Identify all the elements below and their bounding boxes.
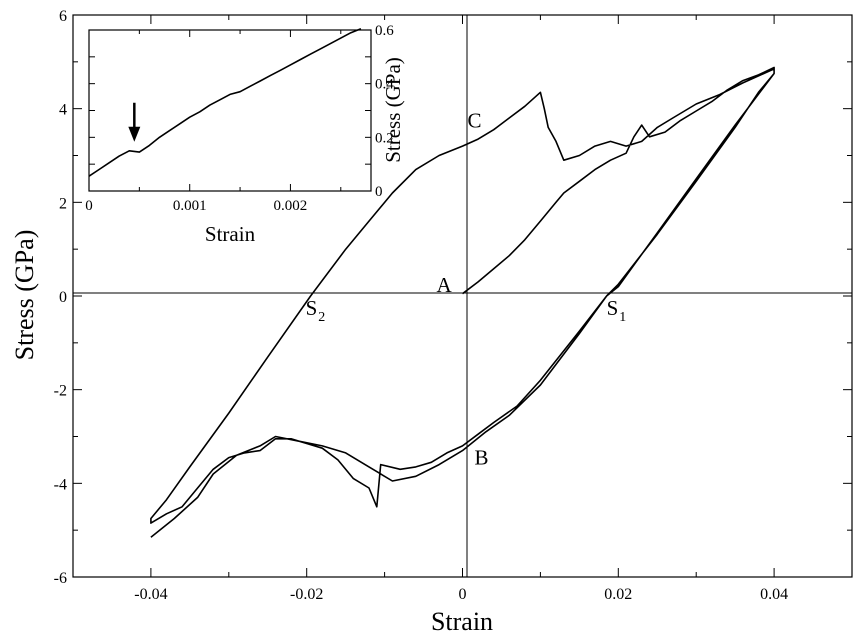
annotation-b: B: [475, 446, 489, 470]
annotation-text: A: [437, 273, 453, 297]
annotation-text: B: [475, 446, 489, 470]
down-arrow-icon: [128, 102, 141, 142]
inset-x-tick-label: 0.002: [274, 198, 308, 214]
inset-x-tick-label: 0.001: [173, 198, 207, 214]
inset-y-tick-label: 0.4: [375, 77, 394, 93]
inset-background: [88, 29, 372, 192]
annotation-text: S: [607, 296, 619, 320]
annotation-s1: S1: [607, 296, 627, 325]
annotation-s2: S2: [306, 296, 326, 325]
x-tick-label: -0.04: [134, 586, 167, 603]
hysteresis-curve: [150, 66, 775, 538]
annotation-text: C: [468, 108, 482, 132]
y-tick-label: 2: [59, 195, 67, 212]
annotation-subscript: 1: [619, 310, 626, 325]
x-tick-label: 0.04: [760, 586, 788, 603]
x-tick-label: 0: [459, 586, 467, 603]
inset-y-axis-title: Stress (GPa): [381, 57, 405, 163]
inset-x-tick-label: 0: [85, 198, 93, 214]
inset-y-tick-label: 0.6: [375, 23, 394, 39]
annotation-a: A: [437, 273, 453, 297]
inset-x-axis-title: Strain: [205, 222, 256, 246]
y-tick-label: 6: [59, 8, 67, 25]
y-tick-label: 4: [59, 102, 67, 119]
main-ticks: -0.04 -0.02 0 0.02 0.04 -6 -4 -2 0 2 4 6: [54, 8, 853, 603]
inset-y-tick-label: 0: [375, 184, 383, 200]
y-tick-label: -2: [54, 383, 67, 400]
inset-curve: [88, 27, 362, 177]
annotation-text: S: [306, 296, 318, 320]
arrow-head: [128, 126, 141, 142]
inset-y-tick-label: 0.2: [375, 130, 394, 146]
main-y-axis-title: Stress (GPa): [10, 230, 39, 361]
annotation-subscript: 2: [318, 310, 325, 325]
y-tick-label: 0: [59, 289, 67, 306]
y-tick-label: -6: [54, 570, 67, 587]
inset-ticks: 0 0.001 0.002 0 0.2 0.4 0.6: [85, 23, 394, 214]
y-tick-label: -4: [54, 476, 67, 493]
x-tick-label: -0.02: [290, 586, 323, 603]
main-x-axis-title: Strain: [431, 607, 493, 636]
annotation-c: C: [468, 108, 482, 132]
x-tick-label: 0.02: [604, 586, 632, 603]
